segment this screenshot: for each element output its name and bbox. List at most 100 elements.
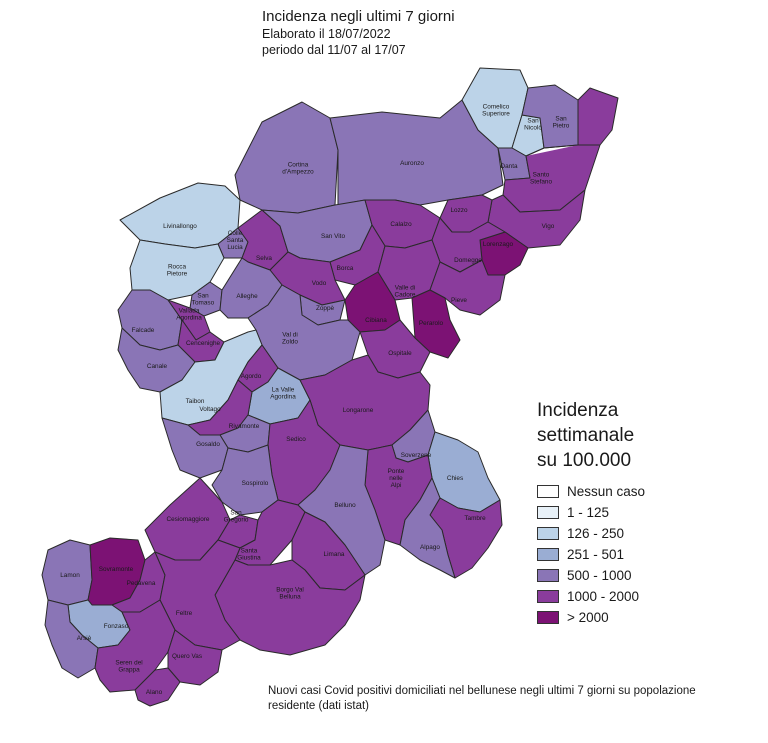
legend-swatch (537, 548, 559, 561)
municipality-labels: Cortina d'Ampezzo Auronzo Comelico Superiore… (60, 103, 570, 696)
municipality-label: San Nicolò (524, 117, 542, 131)
municipality-label: Sedico (286, 436, 306, 443)
legend-swatch (537, 611, 559, 624)
legend-label: 1000 - 2000 (567, 589, 640, 604)
municipality-label: Ponte nelle Alpi (388, 468, 405, 489)
municipality-label: Danta (500, 163, 517, 170)
municipality-label: San Tomaso (192, 292, 215, 306)
legend-item: 1 - 125 (537, 502, 645, 523)
municipality-label: Vigo (542, 223, 555, 230)
legend-item: 1000 - 2000 (537, 586, 645, 607)
municipality-label: Pieve (451, 297, 467, 304)
municipality-label: Sovramonte (99, 566, 134, 573)
municipality-label: Borgo Val Belluna (276, 586, 304, 600)
municipality-label: Falcade (132, 327, 155, 334)
region-livinallongo (119, 182, 241, 249)
map-title: Incidenza negli ultimi 7 giorni (262, 8, 455, 25)
municipality-label: Santa Giustina (237, 547, 261, 561)
municipality-label: Longarone (343, 407, 374, 414)
municipality-label: Canale (147, 363, 168, 370)
municipality-label: Valle di Cadore (395, 284, 416, 298)
legend-label: 500 - 1000 (567, 568, 632, 583)
legend-item: 126 - 250 (537, 523, 645, 544)
municipality-label: San Pietro (553, 115, 570, 129)
municipality-label: Taibon (186, 398, 205, 405)
municipality-label: Val di Zoldo (282, 331, 298, 345)
municipality-label: Cesiomaggiore (167, 516, 210, 523)
region-alano (134, 667, 181, 707)
municipality-label: Alano (146, 689, 163, 696)
municipality-label: Calalzo (390, 221, 412, 228)
municipality-label: Limana (324, 551, 345, 558)
municipality-label: Fonzaso (104, 623, 129, 630)
municipality-label: Rocca Pietore (167, 263, 188, 277)
legend-title: Incidenza settimanale su 100.000 (537, 398, 645, 473)
region-alpago (399, 477, 456, 579)
legend-label: 126 - 250 (567, 526, 625, 541)
municipality-label: Borca (337, 265, 354, 272)
legend-item: 500 - 1000 (537, 565, 645, 586)
municipality-label: Agordo (241, 373, 262, 380)
municipality-label: Lorenzago (483, 241, 514, 248)
legend-swatch (537, 506, 559, 519)
municipality-label: Ospitale (388, 350, 412, 357)
municipality-label: Domegge (454, 257, 482, 264)
legend-item: > 2000 (537, 607, 645, 628)
legend-swatch (537, 590, 559, 603)
municipality-label: Alleghe (236, 293, 258, 300)
municipality-label: Livinallongo (163, 223, 197, 230)
legend-title-line: su 100.000 (537, 450, 632, 471)
legend: Incidenza settimanale su 100.000 Nessun … (537, 398, 645, 628)
municipality-label: Feltre (176, 610, 193, 617)
municipality-label: Quero Vas (172, 653, 202, 660)
legend-label: 1 - 125 (567, 505, 610, 520)
municipality-label: Perarolo (419, 320, 444, 327)
municipality-label: Santo Stefano (530, 171, 552, 185)
municipality-label: Vallada Agordina (176, 307, 202, 321)
period-range: periodo dal 11/07 al 17/07 (262, 43, 406, 57)
municipality-label: Gosaldo (196, 441, 220, 448)
region-quero-vas (167, 629, 223, 686)
municipality-label: Arsiè (77, 635, 92, 642)
municipality-label: Selva (256, 255, 272, 262)
legend-swatch (537, 527, 559, 540)
legend-item: 251 - 501 (537, 544, 645, 565)
municipality-label: La Valle Agordina (270, 386, 296, 400)
legend-label: > 2000 (567, 610, 609, 625)
municipality-label: Comelico Superiore (482, 103, 510, 117)
municipality-label: Colle Santa Lucia (227, 230, 244, 251)
elaboration-date: Elaborato il 18/07/2022 (262, 27, 391, 41)
region-cortina (234, 101, 339, 214)
municipality-label: Chies (447, 475, 463, 482)
municipality-label: Voltago (199, 406, 221, 413)
municipality-label: Soverzene (401, 452, 432, 459)
municipality-label: Belluno (334, 502, 356, 509)
municipality-label: Tambre (464, 515, 486, 522)
legend-swatch (537, 569, 559, 582)
footer-note: Nuovi casi Covid positivi domiciliati ne… (268, 685, 696, 712)
municipality-label: Lozzo (450, 207, 467, 214)
municipality-label: Alpago (420, 544, 440, 551)
municipality-label: Cencenighe (186, 340, 221, 347)
municipality-label: Lamon (60, 572, 80, 579)
municipality-label: Pedavena (127, 580, 156, 587)
map-header: Incidenza negli ultimi 7 giorni Elaborat… (262, 8, 455, 58)
legend-label: Nessun caso (567, 484, 646, 499)
municipality-label: San Vito (321, 233, 345, 240)
legend-label: 251 - 501 (567, 547, 625, 562)
municipality-label: Cortina d'Ampezzo (282, 161, 314, 175)
legend-title-line: Incidenza (537, 400, 619, 421)
municipality-label: Cibiana (365, 317, 387, 324)
municipality-label: Seren del Grappa (115, 659, 142, 673)
legend-title-line: settimanale (537, 425, 635, 446)
region-borgo-val-belluna (214, 559, 366, 656)
municipality-label: Auronzo (400, 160, 424, 167)
legend-swatch (537, 485, 559, 498)
municipality-label: Zoppè (316, 305, 335, 312)
legend-item: Nessun caso (537, 481, 645, 502)
municipality-label: Sospirolo (242, 480, 269, 487)
municipality-label: San Gregorio (224, 509, 249, 523)
municipality-label: Rivamonte (229, 423, 260, 430)
municipality-label: Vodo (312, 280, 327, 287)
